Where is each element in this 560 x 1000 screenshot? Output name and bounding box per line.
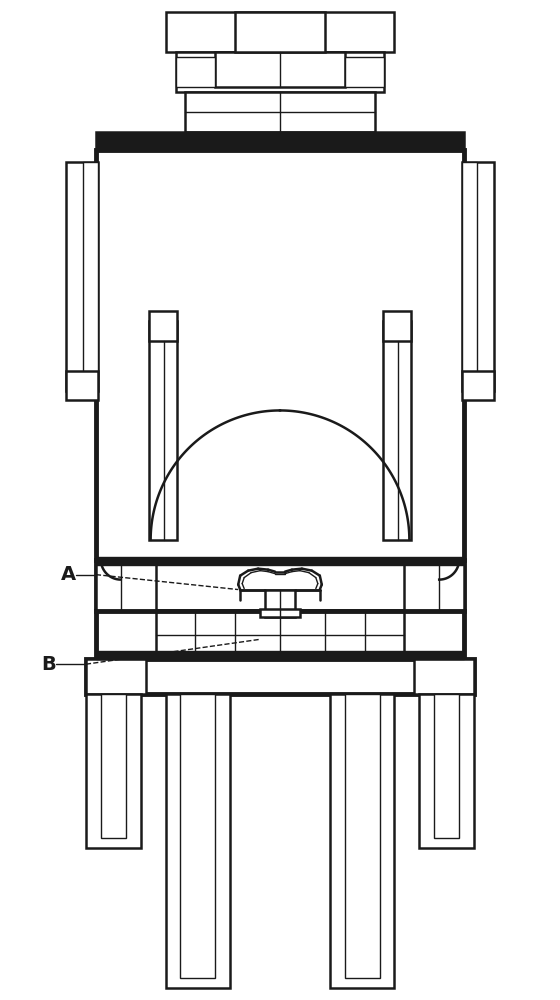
Bar [180, 694, 216, 978]
Bar [384, 321, 412, 540]
Bar [414, 659, 474, 694]
Bar [96, 560, 464, 611]
Bar [265, 590, 295, 617]
Bar [86, 659, 474, 694]
Bar [148, 311, 176, 341]
Bar [96, 651, 464, 659]
Bar [344, 694, 380, 978]
Bar [96, 557, 464, 565]
Bar [330, 694, 394, 988]
Bar [148, 321, 176, 540]
Bar [96, 150, 464, 560]
Bar [185, 92, 375, 132]
Bar [83, 162, 98, 376]
Bar [66, 371, 98, 400]
Bar [175, 52, 385, 92]
Bar [86, 659, 146, 694]
Bar [462, 162, 494, 391]
Bar [419, 694, 474, 848]
Bar [66, 162, 98, 391]
Bar [96, 562, 156, 611]
Bar [101, 694, 126, 838]
Bar [235, 12, 325, 52]
Bar [166, 12, 394, 52]
Text: B: B [41, 655, 56, 674]
Text: A: A [61, 565, 76, 584]
Bar [96, 132, 464, 150]
Bar [175, 57, 216, 87]
Bar [462, 371, 494, 400]
Bar [404, 562, 464, 611]
Bar [86, 694, 141, 848]
Bar [462, 162, 477, 376]
Bar [384, 311, 412, 341]
Bar [434, 694, 459, 838]
Bar [96, 611, 464, 659]
Bar [166, 694, 230, 988]
Bar [260, 609, 300, 617]
Bar [344, 57, 385, 87]
Bar [216, 52, 344, 87]
